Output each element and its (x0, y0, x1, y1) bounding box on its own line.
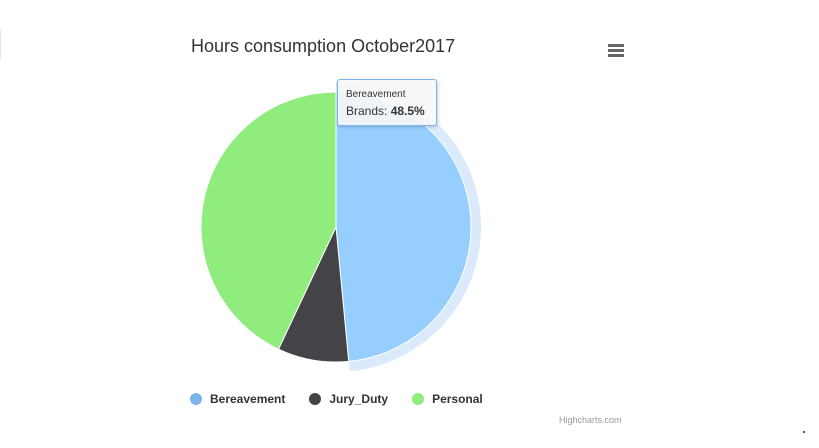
corner-dot (803, 431, 805, 433)
tooltip-header: Bereavement (346, 89, 406, 100)
tooltip-value: 48.5% (390, 104, 425, 118)
legend-item-bereavement[interactable]: Bereavement (190, 392, 285, 406)
legend: Bereavement Jury_Duty Personal (190, 390, 507, 408)
tooltip-body: Brands: 48.5% (346, 103, 428, 119)
legend-label-bereavement: Bereavement (210, 392, 286, 406)
legend-item-jury-duty[interactable]: Jury_Duty (309, 392, 388, 406)
tooltip: Bereavement Brands: 48.5% (337, 79, 437, 126)
legend-item-personal[interactable]: Personal (412, 392, 483, 406)
pie-slice-personal[interactable] (200, 91, 337, 350)
hamburger-menu-icon-bottom-bar (608, 54, 624, 57)
legend-symbol-personal (412, 393, 425, 405)
hamburger-menu-icon-middle-bar (608, 49, 624, 52)
legend-symbol-bereavement (190, 393, 202, 405)
legend-label-jury-duty: Jury_Duty (329, 392, 389, 406)
pie-slices (200, 91, 472, 363)
left-divider (0, 30, 1, 60)
legend-symbol-jury-duty (309, 393, 322, 405)
tooltip-series-label: Brands: (346, 104, 391, 118)
legend-label-personal: Personal (432, 392, 483, 406)
hamburger-menu-icon (608, 44, 624, 47)
credits-link[interactable]: Highcharts.com (559, 415, 622, 425)
chart-title: Hours consumption October2017 (191, 36, 456, 56)
chart-context-menu-button[interactable] (604, 40, 628, 60)
pie-slice-bereavement[interactable] (335, 91, 472, 362)
